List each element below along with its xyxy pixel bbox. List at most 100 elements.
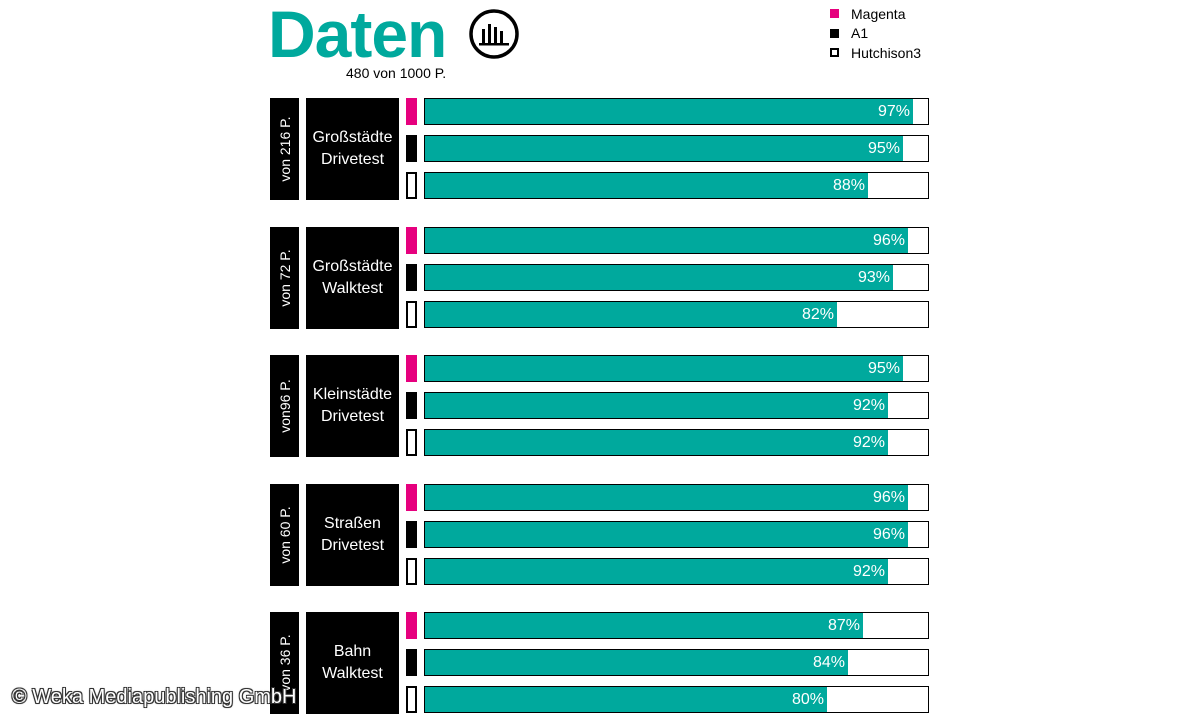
bar-value-label: 96% [872,526,905,543]
bar-row: 96% [406,521,930,548]
bar [425,393,888,418]
bar-row: 92% [406,429,930,456]
category-label-line: Straßen [324,515,381,532]
bar-row: 84% [406,649,930,676]
bar-value-label: 95% [867,360,900,377]
points-label: von 36 P. [276,634,293,692]
operator-marker-magenta [406,612,417,639]
operator-marker-magenta [406,98,417,125]
category-box: Straßen Drivetest [306,484,399,586]
operator-marker-a1 [406,392,417,419]
bar-value-label: 80% [791,691,824,708]
operator-marker-magenta [406,484,417,511]
chart-logo-icon [469,9,519,59]
points-label: von 60 P. [276,506,293,564]
category-label-line: Drivetest [320,151,385,168]
legend-label: Hutchison3 [851,44,922,61]
operator-marker-magenta [406,355,417,382]
bar-track: 96% [424,484,929,511]
operator-marker-h3 [406,429,417,456]
bar [425,613,863,638]
copyright-notice: © Weka Mediapublishing GmbH [12,686,297,708]
bar-track: 92% [424,558,929,585]
bar-value-label: 96% [872,489,905,506]
bar-track: 96% [424,521,929,548]
page-title: Daten [268,0,447,71]
category-label-line: Walktest [322,280,383,297]
bar-track: 95% [424,135,929,162]
bar-row: 87% [406,612,930,639]
points-box: von96 P. [270,355,299,457]
bar-track: 93% [424,264,929,291]
chart-group: von96 P. Kleinstädte Drivetest 95% 92% 92% [270,355,930,457]
bar-row: 96% [406,484,930,511]
bar [425,136,903,161]
bar-value-label: 92% [852,397,885,414]
category-label-line: Kleinstädte [312,386,393,403]
points-label: von96 P. [276,379,293,433]
legend-swatch-a1 [830,28,839,38]
legend-item-a1: A1 [830,24,921,44]
bar-track: 87% [424,612,929,639]
bar [425,687,827,712]
bar-value-label: 92% [852,434,885,451]
chart-group: von 216 P. Großstädte Drivetest 97% 95% 88% [270,98,930,200]
bar [425,265,893,290]
bar-value-label: 87% [827,617,860,634]
bar-track: 95% [424,355,929,382]
bar-track: 82% [424,301,929,328]
operator-marker-h3 [406,301,417,328]
bar-value-label: 97% [877,103,910,120]
bar-row: 96% [406,227,930,254]
bar-row: 97% [406,98,930,125]
operator-marker-h3 [406,172,417,199]
bar [425,522,908,547]
bar-row: 88% [406,172,930,199]
bar-track: 96% [424,227,929,254]
operator-marker-a1 [406,649,417,676]
points-box: von 60 P. [270,484,299,586]
category-label-line: Drivetest [320,537,385,554]
bar [425,228,908,253]
bar-row: 92% [406,392,930,419]
legend-item-hutchison3: Hutchison3 [830,43,921,63]
category-label-line: Walktest [322,665,383,682]
category-label-line: Drivetest [320,408,385,425]
bar [425,173,868,198]
category-box: Kleinstädte Drivetest [306,355,399,457]
bar-row: 80% [406,686,930,713]
chart-group: von 36 P. Bahn Walktest 87% 84% 80% [270,612,930,714]
bar [425,99,913,124]
bar-track: 92% [424,392,929,419]
bar-value-label: 95% [867,140,900,157]
bar [425,302,837,327]
operator-marker-a1 [406,135,417,162]
bar-value-label: 92% [852,563,885,580]
bar-value-label: 96% [872,232,905,249]
bar-row: 95% [406,355,930,382]
legend-label: A1 [851,25,869,42]
bar [425,559,888,584]
legend: Magenta A1 Hutchison3 [830,4,921,63]
bar [425,650,848,675]
bar-value-label: 84% [812,654,845,671]
points-box: von 216 P. [270,98,299,200]
category-box: Großstädte Drivetest [306,98,399,200]
operator-marker-h3 [406,686,417,713]
operator-marker-h3 [406,558,417,585]
operator-marker-a1 [406,521,417,548]
legend-swatch-hutchison3 [830,48,839,58]
category-label-line: Bahn [333,643,372,660]
bar-row: 95% [406,135,930,162]
bar [425,356,903,381]
bar-track: 84% [424,649,929,676]
bar-row: 82% [406,301,930,328]
points-box: von 72 P. [270,227,299,329]
bar-value-label: 82% [801,306,834,323]
bar-value-label: 88% [832,177,865,194]
bar-track: 80% [424,686,929,713]
bar-track: 88% [424,172,929,199]
points-label: von 216 P. [276,116,293,182]
bar-value-label: 93% [857,269,890,286]
points-label: von 72 P. [276,249,293,307]
